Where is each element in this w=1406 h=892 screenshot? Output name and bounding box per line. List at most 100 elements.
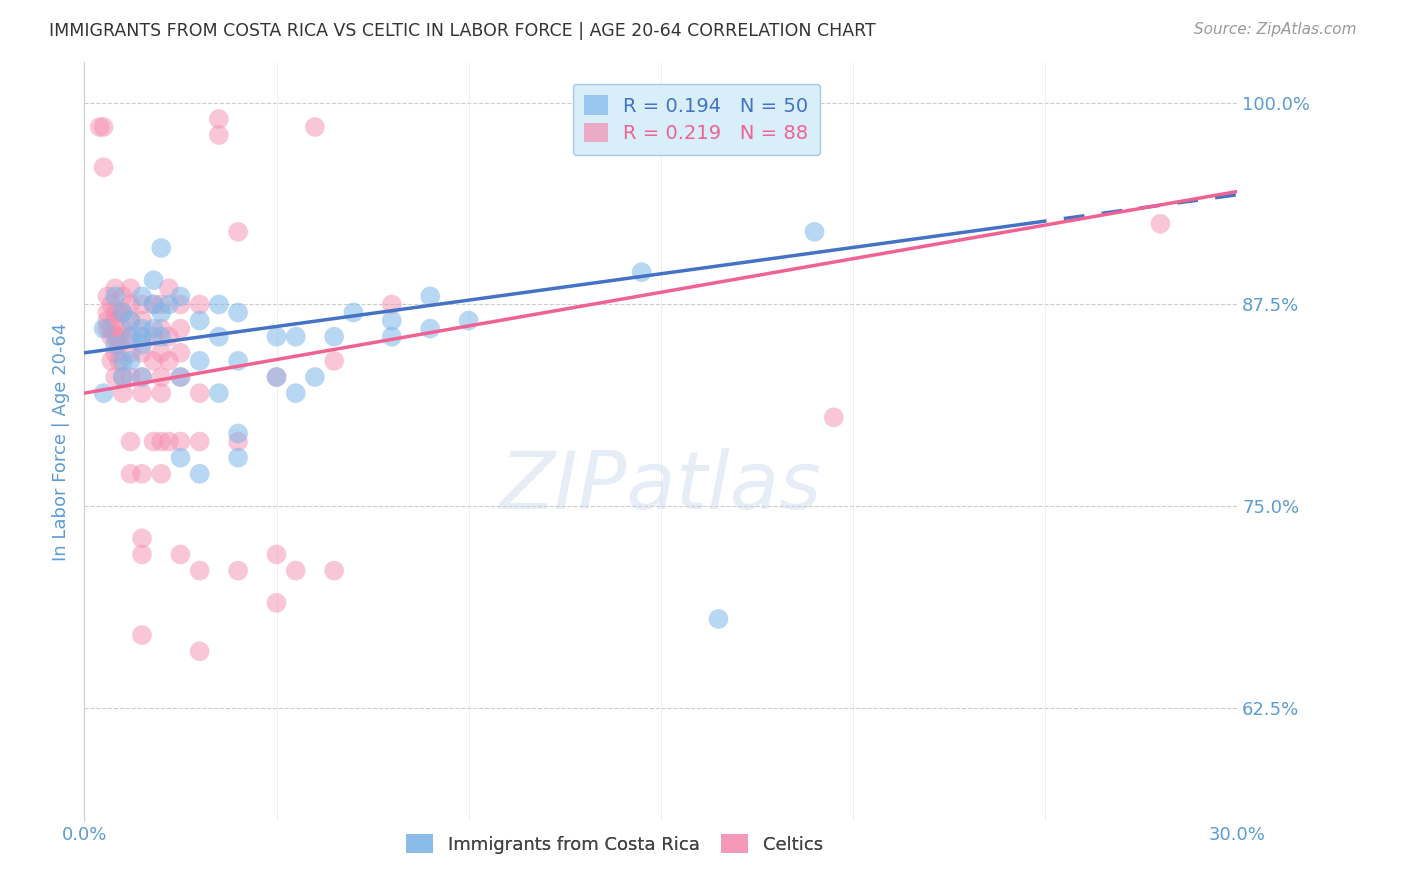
Point (169, 346, 191, 360)
Point (142, 273, 165, 287)
Point (323, 564, 346, 578)
Point (150, 297, 173, 311)
Point (304, 120, 326, 134)
Point (96, 313, 118, 327)
Point (89, 120, 111, 134)
Point (169, 370, 191, 384)
Point (169, 434, 191, 449)
Point (188, 297, 211, 311)
Point (131, 321, 153, 335)
Point (284, 329, 307, 343)
Point (150, 434, 173, 449)
Point (150, 329, 173, 343)
Point (120, 370, 142, 384)
Y-axis label: In Labor Force | Age 20-64: In Labor Force | Age 20-64 (52, 322, 70, 561)
Point (131, 386, 153, 401)
Point (266, 370, 288, 384)
Point (226, 450, 249, 465)
Point (111, 305, 134, 319)
Point (266, 370, 288, 384)
Point (419, 289, 441, 303)
Point (104, 329, 127, 343)
Point (188, 564, 211, 578)
Point (111, 386, 134, 401)
Text: IMMIGRANTS FROM COSTA RICA VS CELTIC IN LABOR FORCE | AGE 20-64 CORRELATION CHAR: IMMIGRANTS FROM COSTA RICA VS CELTIC IN … (49, 22, 876, 40)
Point (803, 225, 825, 239)
Point (150, 467, 173, 481)
Point (104, 346, 127, 360)
Point (169, 450, 191, 465)
Point (120, 346, 142, 360)
Point (120, 313, 142, 327)
Point (131, 346, 153, 360)
Point (131, 532, 153, 546)
Point (266, 596, 288, 610)
Point (208, 297, 231, 311)
Point (226, 564, 249, 578)
Point (630, 265, 652, 279)
Point (226, 225, 249, 239)
Point (108, 305, 131, 319)
Point (823, 410, 845, 425)
Point (188, 644, 211, 658)
Point (100, 321, 122, 335)
Point (131, 329, 153, 343)
Point (188, 434, 211, 449)
Point (169, 548, 191, 562)
Point (131, 467, 153, 481)
Point (188, 386, 211, 401)
Point (1149, 217, 1171, 231)
Point (100, 297, 122, 311)
Point (131, 289, 153, 303)
Point (142, 321, 165, 335)
Point (111, 321, 134, 335)
Point (342, 305, 364, 319)
Point (93, 120, 115, 134)
Point (419, 321, 441, 335)
Point (381, 329, 404, 343)
Point (120, 434, 142, 449)
Point (93, 161, 115, 175)
Point (104, 370, 127, 384)
Point (150, 305, 173, 319)
Point (131, 329, 153, 343)
Text: Source: ZipAtlas.com: Source: ZipAtlas.com (1194, 22, 1357, 37)
Point (104, 305, 127, 319)
Point (188, 467, 211, 481)
Point (266, 329, 288, 343)
Point (131, 313, 153, 327)
Point (120, 281, 142, 295)
Point (188, 313, 211, 327)
Point (142, 354, 165, 368)
Point (131, 628, 153, 642)
Point (457, 313, 479, 327)
Point (120, 467, 142, 481)
Point (93, 321, 115, 335)
Point (169, 297, 191, 311)
Point (104, 281, 127, 295)
Point (104, 289, 127, 303)
Point (96, 305, 118, 319)
Point (111, 354, 134, 368)
Legend: Immigrants from Costa Rica, Celtics: Immigrants from Costa Rica, Celtics (399, 827, 831, 861)
Point (100, 354, 122, 368)
Point (323, 329, 346, 343)
Point (131, 297, 153, 311)
Point (150, 241, 173, 255)
Point (304, 370, 326, 384)
Point (120, 329, 142, 343)
Point (104, 337, 127, 351)
Point (150, 370, 173, 384)
Point (707, 612, 730, 626)
Point (104, 313, 127, 327)
Point (108, 354, 131, 368)
Point (120, 354, 142, 368)
Point (188, 354, 211, 368)
Point (169, 321, 191, 335)
Point (96, 289, 118, 303)
Point (226, 434, 249, 449)
Point (208, 329, 231, 343)
Point (120, 329, 142, 343)
Point (226, 426, 249, 441)
Point (131, 337, 153, 351)
